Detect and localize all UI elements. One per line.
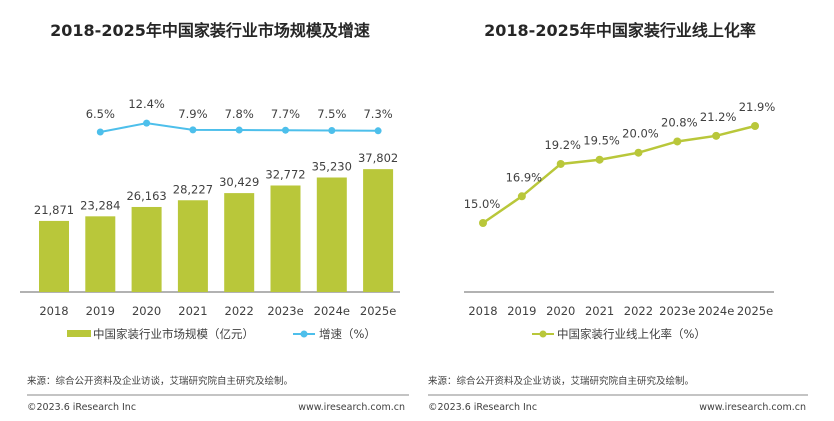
bar-data-label: 35,230 — [312, 160, 352, 174]
growth-point — [374, 127, 382, 135]
x-tick-label: 2018 — [468, 304, 497, 318]
online-rate-data-label: 19.2% — [544, 138, 581, 152]
left-website: www.iresearch.com.cn — [298, 402, 405, 413]
x-tick-label: 2021 — [178, 304, 207, 318]
legend-market-size: 中国家装行业市场规模（亿元） — [93, 327, 254, 341]
x-tick-label: 2022 — [624, 304, 653, 318]
bar — [85, 216, 116, 292]
online-rate-data-label: 20.8% — [661, 115, 698, 129]
growth-point — [96, 128, 104, 136]
growth-data-label: 7.3% — [363, 107, 392, 121]
legend-online-rate: 中国家装行业线上化率（%） — [557, 327, 706, 341]
online-rate-point — [556, 159, 565, 168]
bar-data-label: 30,429 — [219, 175, 259, 189]
x-tick-label: 2024e — [314, 304, 350, 318]
right-copyright: ©2023.6 iResearch Inc — [428, 402, 537, 413]
online-rate-point — [751, 121, 760, 130]
x-tick-label: 2022 — [225, 304, 254, 318]
growth-data-label: 7.9% — [178, 107, 207, 121]
legend-bar-swatch — [67, 330, 91, 337]
x-tick-label: 2021 — [585, 304, 614, 318]
x-tick-label: 2020 — [132, 304, 161, 318]
right-source-note: 来源：综合公开资料及企业访谈，艾瑞研究院自主研究及绘制。 — [428, 375, 694, 387]
online-rate-data-label: 20.0% — [622, 127, 659, 141]
online-rate-data-label: 21.9% — [739, 100, 776, 114]
x-tick-label: 2024e — [698, 304, 734, 318]
legend-online-marker — [539, 330, 547, 338]
bar — [270, 185, 301, 292]
online-rate-chart: 15.0% 2018 16.9% 2019 19.2% 2020 19.5% 2021 20.0… — [464, 100, 776, 318]
online-rate-data-label: 16.9% — [506, 170, 543, 184]
bar-data-label: 28,227 — [173, 182, 213, 196]
x-tick-label: 2019 — [86, 304, 115, 318]
right-website: www.iresearch.com.cn — [699, 402, 806, 413]
online-rate-point — [595, 155, 604, 164]
growth-point — [143, 119, 151, 127]
growth-point — [282, 126, 289, 134]
bar-data-label: 26,163 — [126, 189, 166, 203]
bar-data-label: 32,772 — [265, 167, 305, 181]
left-copyright: ©2023.6 iResearch Inc — [27, 402, 136, 413]
bar-data-label: 21,871 — [34, 203, 74, 217]
growth-point — [235, 126, 243, 134]
online-rate-data-label: 19.5% — [583, 134, 620, 148]
market-size-chart: 21,871 2018 23,284 2019 26,163 2020 28,227 2021… — [20, 97, 400, 318]
online-rate-point — [673, 137, 682, 146]
online-rate-point — [517, 192, 526, 201]
online-rate-data-label: 21.2% — [700, 110, 737, 124]
bar — [363, 169, 394, 292]
legend-growth: 增速（%） — [319, 327, 376, 341]
x-tick-label: 2018 — [39, 304, 68, 318]
x-tick-label: 2025e — [360, 304, 396, 318]
growth-point — [328, 127, 336, 134]
growth-data-label: 7.5% — [317, 107, 346, 121]
legend-growth-marker — [300, 330, 308, 338]
x-tick-label: 2020 — [546, 304, 575, 318]
bar — [177, 200, 208, 292]
growth-data-label: 12.4% — [128, 97, 165, 111]
bar — [316, 177, 347, 292]
growth-data-label: 7.7% — [271, 107, 300, 121]
bar-data-label: 37,802 — [358, 151, 398, 165]
bar-data-label: 23,284 — [80, 198, 120, 212]
x-tick-label: 2019 — [507, 304, 536, 318]
online-rate-point — [479, 219, 487, 227]
online-rate-line — [482, 124, 756, 225]
growth-data-label: 6.5% — [86, 107, 115, 121]
growth-point — [189, 126, 197, 134]
online-rate-point — [634, 148, 643, 157]
x-tick-label: 2023e — [659, 304, 695, 318]
left-chart-title: 2018-2025年中国家装行业市场规模及增速 — [50, 21, 370, 40]
right-chart-title: 2018-2025年中国家装行业线上化率 — [484, 21, 756, 40]
x-tick-label: 2023e — [267, 304, 303, 318]
online-rate-point — [712, 131, 721, 140]
online-rate-data-label: 15.0% — [464, 197, 501, 211]
bar — [224, 193, 255, 292]
bar — [131, 206, 162, 292]
left-source-note: 来源：综合公开资料及企业访谈，艾瑞研究院自主研究及绘制。 — [27, 375, 293, 387]
x-tick-label: 2025e — [737, 304, 773, 318]
growth-data-label: 7.8% — [225, 107, 254, 121]
bar — [39, 220, 69, 292]
